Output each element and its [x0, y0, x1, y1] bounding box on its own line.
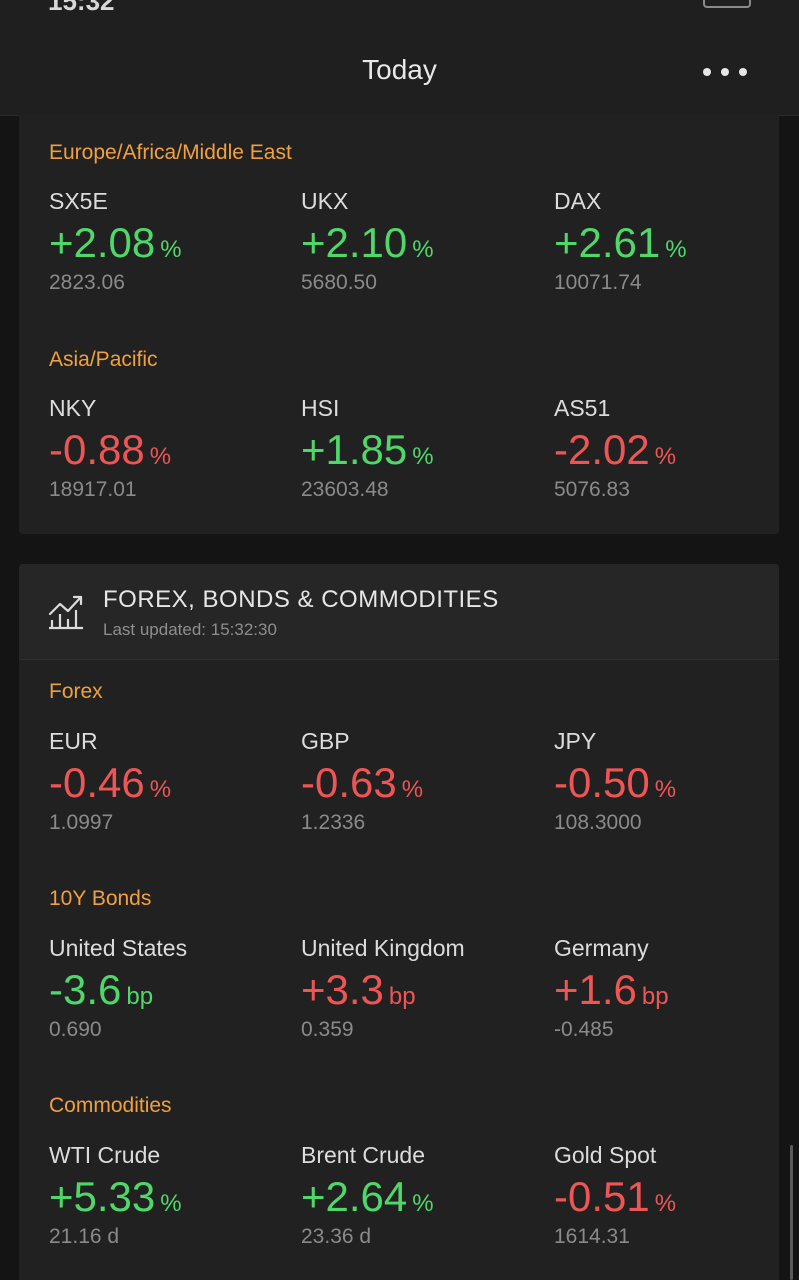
quote-change: +2.64%	[301, 1173, 434, 1220]
page-title: Today	[362, 54, 437, 85]
status-time: 15:32	[48, 0, 115, 16]
section-label-commodities: Commodities	[49, 1094, 172, 1117]
quote-value: 108.3000	[554, 811, 642, 834]
nav-bar: Today	[0, 18, 799, 116]
quote-value: 1614.31	[554, 1225, 630, 1248]
quote-value: 21.16 d	[49, 1225, 120, 1248]
card-header[interactable]: FOREX, BONDS & COMMODITIES Last updated:…	[19, 564, 779, 660]
quote-name: JPY	[554, 728, 597, 754]
quote-name: United States	[49, 935, 188, 961]
quote-eur[interactable]: EUR -0.46% 1.0997	[49, 727, 289, 837]
quote-change: +2.08%	[49, 219, 182, 266]
quote-uk-bond[interactable]: United Kingdom +3.3 bp 0.359	[301, 934, 541, 1044]
section-label-bonds: 10Y Bonds	[49, 887, 152, 910]
card-title: FOREX, BONDS & COMMODITIES	[103, 586, 499, 613]
quote-value: 0.359	[301, 1018, 354, 1041]
quote-value: 2823.06	[49, 271, 125, 294]
quote-name: UKX	[301, 188, 349, 214]
section-label-forex: Forex	[49, 680, 103, 703]
last-updated: Last updated: 15:32:30	[103, 620, 277, 639]
quote-name: DAX	[554, 188, 602, 214]
section-label-europe: Europe/Africa/Middle East	[49, 141, 292, 164]
quote-change: -0.50%	[554, 759, 677, 806]
quote-us-bond[interactable]: United States -3.6 bp 0.690	[49, 934, 289, 1044]
status-bar: 15:32	[0, 0, 799, 18]
section-label-asia: Asia/Pacific	[49, 348, 158, 371]
quote-name: Brent Crude	[301, 1142, 426, 1168]
quote-ukx[interactable]: UKX +2.10% 5680.50	[301, 187, 541, 297]
quote-brent-crude[interactable]: Brent Crude +2.64% 23.36 d	[301, 1141, 541, 1251]
scrollbar[interactable]	[790, 1145, 793, 1280]
more-button[interactable]	[703, 62, 747, 82]
quote-change: -2.02%	[554, 426, 677, 473]
quote-name: NKY	[49, 395, 97, 421]
line-chart-icon	[48, 595, 83, 630]
quote-name: HSI	[301, 395, 340, 421]
indices-card: Europe/Africa/Middle East SX5E +2.08% 28…	[19, 115, 779, 534]
quote-value: 5680.50	[301, 271, 377, 294]
quote-name: United Kingdom	[301, 935, 465, 961]
quote-name: WTI Crude	[49, 1142, 161, 1168]
quote-nky[interactable]: NKY -0.88% 18917.01	[49, 394, 289, 504]
quote-change: -3.6 bp	[49, 966, 154, 1013]
quote-name: Gold Spot	[554, 1142, 657, 1168]
quote-change: +2.10%	[301, 219, 434, 266]
quote-value: 5076.83	[554, 478, 630, 501]
quote-value: 0.690	[49, 1018, 102, 1041]
quote-name: GBP	[301, 728, 350, 754]
quote-change: -0.63%	[301, 759, 424, 806]
quote-jpy[interactable]: JPY -0.50% 108.3000	[554, 727, 794, 837]
more-horizontal-icon	[703, 68, 711, 76]
quote-value: 23.36 d	[301, 1225, 372, 1248]
forex-bonds-commodities-card: FOREX, BONDS & COMMODITIES Last updated:…	[19, 564, 779, 1280]
quote-change: +1.6 bp	[554, 966, 669, 1013]
more-horizontal-icon	[721, 68, 729, 76]
quote-value: -0.485	[554, 1018, 614, 1041]
quote-value: 10071.74	[554, 271, 642, 294]
quote-change: -0.88%	[49, 426, 172, 473]
quote-germany-bond[interactable]: Germany +1.6 bp -0.485	[554, 934, 794, 1044]
quote-change: +3.3 bp	[301, 966, 416, 1013]
quote-value: 1.2336	[301, 811, 366, 834]
quote-value: 23603.48	[301, 478, 389, 501]
more-horizontal-icon	[739, 68, 747, 76]
quote-dax[interactable]: DAX +2.61% 10071.74	[554, 187, 794, 297]
quote-as51[interactable]: AS51 -2.02% 5076.83	[554, 394, 794, 504]
quote-change: -0.46%	[49, 759, 172, 806]
quote-gold-spot[interactable]: Gold Spot -0.51% 1614.31	[554, 1141, 794, 1251]
quote-change: +2.61%	[554, 219, 687, 266]
quote-change: -0.51%	[554, 1173, 677, 1220]
quote-value: 1.0997	[49, 811, 114, 834]
quote-name: EUR	[49, 728, 98, 754]
quote-change: +5.33%	[49, 1173, 182, 1220]
quote-name: Germany	[554, 935, 649, 961]
quote-hsi[interactable]: HSI +1.85% 23603.48	[301, 394, 541, 504]
quote-name: AS51	[554, 395, 611, 421]
quote-value: 18917.01	[49, 478, 137, 501]
quote-sx5e[interactable]: SX5E +2.08% 2823.06	[49, 187, 289, 297]
quote-gbp[interactable]: GBP -0.63% 1.2336	[301, 727, 541, 837]
quote-change: +1.85%	[301, 426, 434, 473]
battery-icon	[703, 0, 751, 8]
quote-wti-crude[interactable]: WTI Crude +5.33% 21.16 d	[49, 1141, 289, 1251]
quote-name: SX5E	[49, 188, 108, 214]
